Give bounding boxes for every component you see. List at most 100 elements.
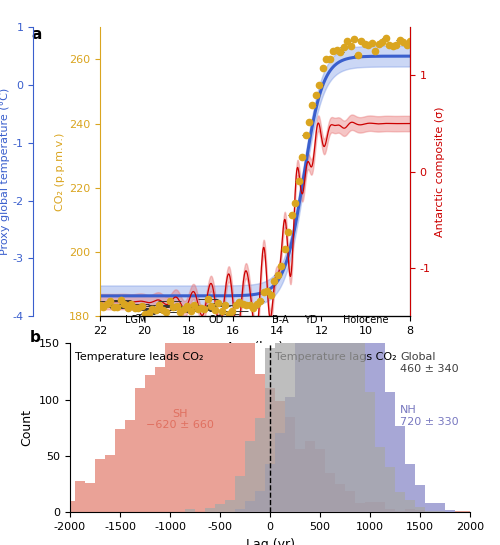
Bar [385,509,395,512]
Bar [125,420,135,512]
Text: YD: YD [304,315,317,325]
Bar [75,481,85,512]
Bar [175,333,185,512]
Bar [245,322,255,512]
Bar [405,464,415,512]
Bar [295,324,305,512]
Bar [215,321,225,512]
Bar [365,392,375,512]
Bar [195,308,205,512]
Bar [375,292,385,512]
Bar [235,476,245,512]
Bar [395,492,405,512]
Bar [185,509,195,512]
Bar [335,98,345,512]
Bar [465,511,475,512]
Bar [105,455,115,512]
Text: LGM: LGM [124,315,146,325]
Bar [285,206,295,512]
Text: OD: OD [208,315,224,325]
Bar [405,500,415,512]
Bar [205,508,215,512]
Text: Global
460 ± 340: Global 460 ± 340 [400,353,458,374]
Bar [155,367,165,512]
Bar [235,509,245,512]
Bar [85,483,95,512]
Bar [295,164,305,512]
Bar [325,473,335,512]
Bar [235,306,245,512]
Bar [395,511,405,512]
Bar [315,449,325,512]
Bar [245,441,255,512]
Bar [265,389,275,512]
Bar [335,484,345,512]
Bar [165,319,175,512]
Text: a: a [32,27,42,43]
Bar [265,464,275,512]
Bar [135,389,145,512]
Bar [275,401,285,512]
Text: Holocene: Holocene [343,315,388,325]
X-axis label: Age (kyr): Age (kyr) [226,341,283,354]
Bar [435,511,445,512]
Bar [285,397,295,512]
Bar [405,509,415,512]
Bar [245,501,255,512]
Y-axis label: CO₂ (p.p.m.v.): CO₂ (p.p.m.v.) [55,132,65,211]
Bar [435,503,445,512]
Bar [225,500,235,512]
Bar [325,181,335,512]
Bar [335,211,345,512]
Bar [215,505,225,512]
Bar [255,374,265,512]
Bar [415,485,425,512]
Bar [345,268,355,512]
Bar [455,511,465,512]
Bar [115,429,125,512]
Text: SH
−620 ± 660: SH −620 ± 660 [146,409,214,430]
Text: b: b [30,330,41,345]
Text: Temperature leads CO₂: Temperature leads CO₂ [75,353,204,362]
Bar [185,317,195,512]
Bar [355,503,365,512]
Bar [415,507,425,512]
Bar [275,433,285,512]
Bar [385,392,395,512]
Bar [395,426,405,512]
Bar [345,118,355,512]
Y-axis label: Proxy global temperature (°C): Proxy global temperature (°C) [0,88,10,255]
Text: B-A: B-A [272,315,289,325]
Bar [375,502,385,512]
Bar [255,417,265,512]
Bar [65,501,75,512]
Bar [375,447,385,512]
Bar [285,416,295,512]
Text: Temperature lags CO₂: Temperature lags CO₂ [275,353,396,362]
Bar [95,459,105,512]
Bar [205,302,215,512]
Bar [355,161,365,512]
Y-axis label: Antarctic composite (σ): Antarctic composite (σ) [435,106,445,237]
Bar [365,502,375,512]
Bar [355,325,365,512]
Bar [415,510,425,512]
Bar [325,153,335,512]
Bar [305,112,315,512]
Bar [145,375,155,512]
Bar [305,441,315,512]
Bar [365,245,375,512]
Bar [315,177,325,512]
Bar [445,510,455,512]
Bar [225,321,235,512]
Bar [305,245,315,512]
Bar [295,449,305,512]
Bar [385,467,395,512]
Text: NH
720 ± 330: NH 720 ± 330 [400,405,458,427]
Bar [265,348,275,512]
Bar [315,137,325,512]
Bar [425,503,435,512]
X-axis label: Lag (yr): Lag (yr) [246,537,294,545]
Y-axis label: Count: Count [20,409,34,446]
Bar [255,491,265,512]
